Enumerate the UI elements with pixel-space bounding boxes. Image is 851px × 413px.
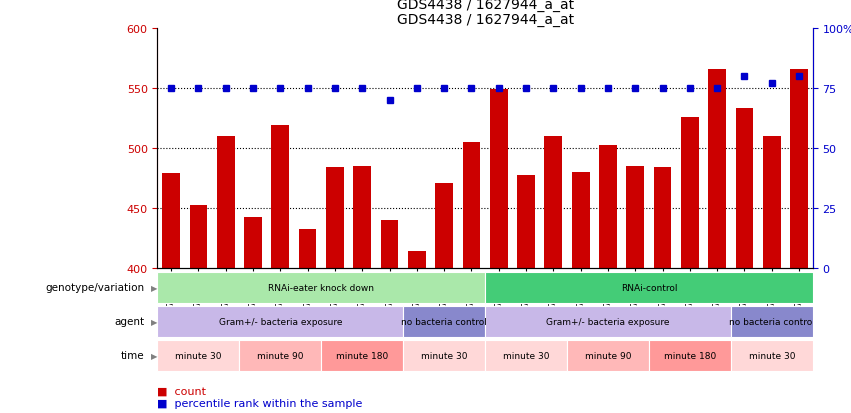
Text: ▶: ▶ bbox=[151, 351, 157, 360]
Bar bbox=[572, 172, 590, 268]
Text: RNAi-control: RNAi-control bbox=[620, 283, 677, 292]
Bar bbox=[517, 176, 535, 268]
Bar bbox=[403, 306, 485, 337]
Bar bbox=[217, 137, 235, 268]
Bar bbox=[157, 272, 485, 303]
Bar bbox=[380, 220, 398, 268]
Text: minute 90: minute 90 bbox=[257, 351, 304, 360]
Bar bbox=[485, 306, 731, 337]
Bar bbox=[599, 146, 617, 268]
Bar bbox=[731, 306, 813, 337]
Bar bbox=[545, 137, 563, 268]
Bar bbox=[463, 142, 480, 268]
Bar bbox=[157, 306, 403, 337]
Bar bbox=[157, 340, 239, 371]
Text: agent: agent bbox=[115, 316, 145, 327]
Bar bbox=[654, 168, 671, 268]
Text: Gram+/- bacteria exposure: Gram+/- bacteria exposure bbox=[219, 317, 342, 326]
Bar bbox=[735, 109, 753, 268]
Bar bbox=[791, 69, 808, 268]
Text: RNAi-eater knock down: RNAi-eater knock down bbox=[268, 283, 374, 292]
Text: time: time bbox=[121, 350, 145, 361]
Bar bbox=[762, 137, 780, 268]
Bar bbox=[435, 183, 453, 268]
Text: ■  percentile rank within the sample: ■ percentile rank within the sample bbox=[157, 398, 363, 408]
Text: no bacteria control: no bacteria control bbox=[728, 317, 814, 326]
Bar bbox=[731, 340, 813, 371]
Text: ■  count: ■ count bbox=[157, 385, 207, 395]
Bar bbox=[408, 251, 426, 268]
Text: GDS4438 / 1627944_a_at: GDS4438 / 1627944_a_at bbox=[397, 0, 574, 12]
Bar bbox=[163, 173, 180, 268]
Text: minute 30: minute 30 bbox=[175, 351, 221, 360]
Bar bbox=[485, 272, 813, 303]
Text: minute 30: minute 30 bbox=[503, 351, 549, 360]
Text: ▶: ▶ bbox=[151, 317, 157, 326]
Bar bbox=[626, 166, 644, 268]
Bar bbox=[239, 340, 322, 371]
Text: minute 180: minute 180 bbox=[664, 351, 716, 360]
Bar bbox=[708, 69, 726, 268]
Title: GDS4438 / 1627944_a_at: GDS4438 / 1627944_a_at bbox=[397, 12, 574, 26]
Bar bbox=[403, 340, 485, 371]
Text: minute 30: minute 30 bbox=[749, 351, 795, 360]
Bar bbox=[567, 340, 649, 371]
Bar bbox=[190, 206, 208, 268]
Bar bbox=[485, 340, 567, 371]
Text: minute 30: minute 30 bbox=[421, 351, 467, 360]
Bar bbox=[299, 230, 317, 268]
Bar bbox=[321, 340, 403, 371]
Text: no bacteria control: no bacteria control bbox=[401, 317, 487, 326]
Bar bbox=[648, 340, 731, 371]
Bar bbox=[681, 117, 699, 268]
Bar bbox=[244, 218, 262, 268]
Bar bbox=[353, 166, 371, 268]
Text: ▶: ▶ bbox=[151, 283, 157, 292]
Bar bbox=[271, 126, 289, 268]
Text: Gram+/- bacteria exposure: Gram+/- bacteria exposure bbox=[546, 317, 670, 326]
Text: minute 180: minute 180 bbox=[336, 351, 388, 360]
Text: minute 90: minute 90 bbox=[585, 351, 631, 360]
Bar bbox=[326, 168, 344, 268]
Bar bbox=[490, 90, 507, 268]
Text: genotype/variation: genotype/variation bbox=[46, 282, 145, 293]
